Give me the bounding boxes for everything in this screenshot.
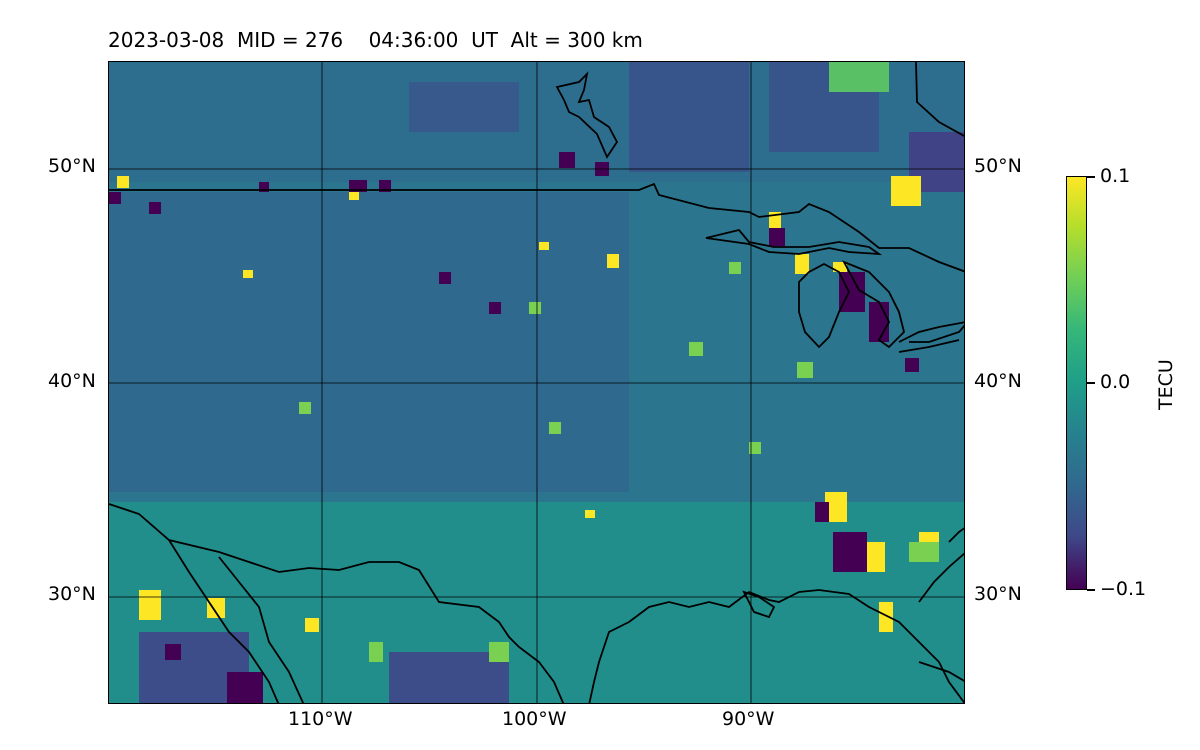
colorbar	[1066, 176, 1087, 590]
lon-label-110w: 110°W	[288, 708, 353, 730]
map-title: 2023-03-08 MID = 276 04:36:00 UT Alt = 3…	[108, 28, 643, 52]
colorbar-tick-top	[1087, 176, 1095, 178]
lat-label-40n-left: 40°N	[48, 370, 96, 392]
colorbar-label-zero: 0.0	[1100, 371, 1131, 393]
tec-speckle	[109, 152, 939, 703]
lat-label-40n-right: 40°N	[974, 370, 1022, 392]
lat-label-30n-left: 30°N	[48, 583, 96, 605]
tec-map	[108, 61, 965, 704]
coastlines	[109, 62, 964, 703]
lat-label-50n-right: 50°N	[974, 155, 1022, 177]
colorbar-label-max: 0.1	[1100, 165, 1131, 187]
lon-label-90w: 90°W	[722, 708, 775, 730]
tec-map-canvas	[109, 62, 964, 703]
lon-label-100w: 100°W	[502, 708, 567, 730]
colorbar-unit: TECU	[1155, 359, 1177, 410]
colorbar-tick-bottom	[1087, 589, 1095, 591]
tec-patches	[109, 62, 964, 703]
colorbar-tick-mid	[1087, 382, 1095, 384]
colorbar-label-min: −0.1	[1100, 578, 1147, 600]
lat-label-30n-right: 30°N	[974, 583, 1022, 605]
lat-label-50n-left: 50°N	[48, 155, 96, 177]
